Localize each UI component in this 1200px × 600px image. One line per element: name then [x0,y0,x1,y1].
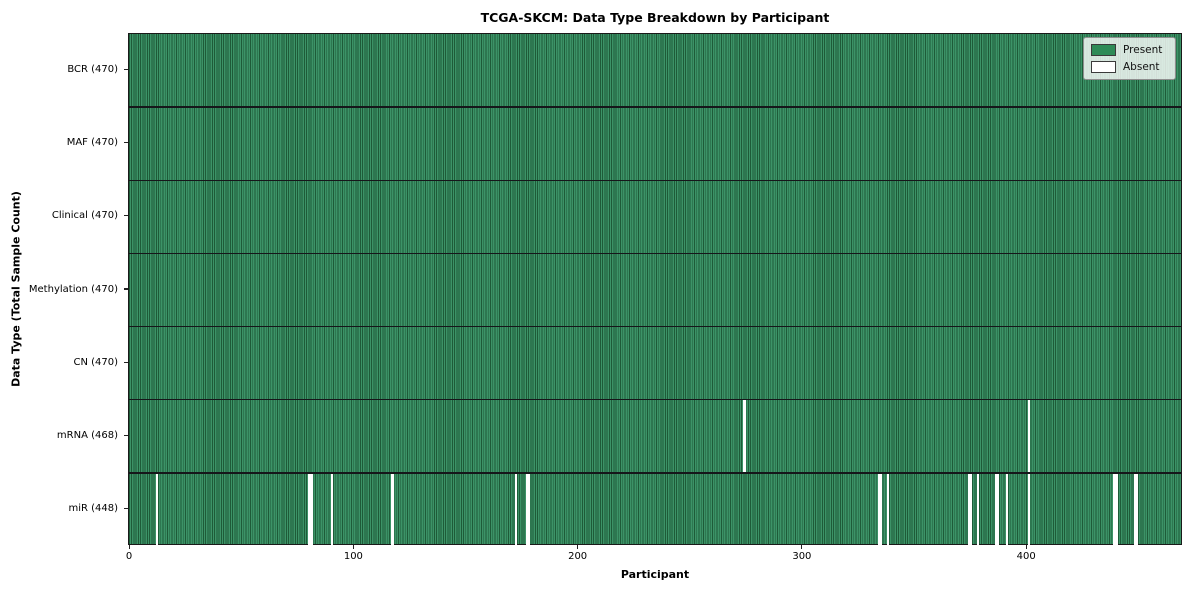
absent-gap-miR-81 [310,473,313,546]
x-tick-mark [577,545,579,549]
absent-swatch-icon [1091,61,1116,73]
y-tick-label-mRNA: mRNA (468) [56,429,118,441]
absent-gap-miR-439 [1113,473,1116,546]
y-tick-mark [124,507,128,510]
legend-label-absent: Absent [1123,60,1160,73]
absent-gap-miR-334 [878,473,881,546]
x-tick-mark [352,545,354,549]
row-boundary [129,252,1181,255]
y-tick-mark [124,434,128,436]
x-tick-label-100: 100 [343,551,363,562]
x-tick-label-300: 300 [792,551,812,562]
absent-gap-miR-178 [528,473,531,546]
absent-gap-miR-90 [330,473,334,546]
y-tick-label-CN: CN (470) [73,356,118,368]
legend-label-present: Present [1123,43,1163,56]
y-tick-label-Methylation: Methylation (470) [28,283,118,295]
row-boundary [129,472,1181,474]
x-tick-label-0: 0 [125,551,133,562]
absent-gap-miR-387 [996,473,1000,546]
absent-gap-miR-449 [1135,473,1139,546]
absent-gap-miR-177 [525,473,529,546]
y-tick-mark [124,361,128,363]
y-tick-mark [124,68,128,71]
x-tick-mark [801,545,803,549]
plot-area [128,33,1182,546]
absent-gap-miR-386 [994,473,997,546]
y-tick-label-Clinical: Clinical (470) [51,210,118,222]
absent-gap-miR-378 [976,473,979,546]
absent-gap-miR-391 [1005,473,1009,546]
absent-gap-mRNA-274 [743,400,746,473]
y-tick-label-MAF: MAF (470) [66,137,118,149]
absent-gap-miR-338 [886,473,890,546]
y-tick-label-miR: miR (448) [68,502,118,514]
y-tick-label-BCR: BCR (470) [67,64,118,76]
absent-gap-miR-440 [1115,473,1118,546]
row-boundary [129,325,1181,328]
y-tick-mark [124,288,128,290]
x-tick-mark [128,545,130,549]
absent-gap-mRNA-401 [1028,400,1031,473]
row-boundary [129,179,1181,181]
absent-gap-miR-335 [880,473,883,546]
absent-gap-miR-401 [1028,473,1031,546]
absent-gap-miR-12 [155,473,159,546]
x-tick-label-400: 400 [1016,551,1036,562]
absent-gap-miR-80 [308,473,311,546]
legend: Present Absent [1083,37,1176,80]
absent-gap-miR-117 [391,473,394,546]
y-tick-mark [124,215,128,217]
absent-gap-miR-375 [969,473,973,546]
row-boundary [129,399,1181,401]
x-tick-mark [1025,545,1027,549]
x-axis-label: Participant [620,568,690,581]
x-tick-label-200: 200 [568,551,588,562]
absent-gap-miR-448 [1133,473,1136,546]
absent-gap-miR-172 [514,473,517,546]
legend-item-absent: Absent [1091,61,1167,73]
absent-gap-miR-374 [967,473,970,546]
y-tick-mark [124,142,128,144]
present-swatch-icon [1091,44,1116,56]
legend-item-present: Present [1091,44,1167,56]
row-boundary [129,106,1181,108]
chart-title: TCGA-SKCM: Data Type Breakdown by Partic… [480,10,830,25]
